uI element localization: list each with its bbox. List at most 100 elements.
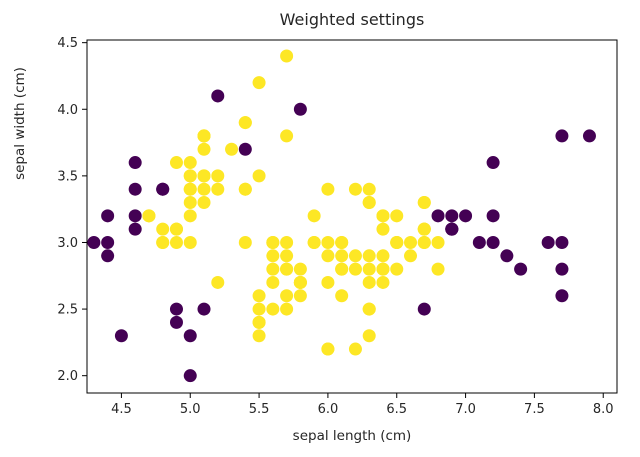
- data-point-class-0-purple: [514, 262, 528, 276]
- data-point-class-1-yellow: [293, 275, 307, 289]
- data-point-class-1-yellow: [142, 209, 156, 223]
- data-point-class-0-purple: [101, 249, 115, 263]
- data-point-class-1-yellow: [321, 235, 335, 249]
- data-point-class-0-purple: [445, 222, 459, 236]
- data-point-class-0-purple: [183, 329, 197, 343]
- data-point-class-1-yellow: [362, 302, 376, 316]
- data-point-class-1-yellow: [183, 196, 197, 210]
- data-point-class-1-yellow: [431, 262, 445, 276]
- data-point-class-0-purple: [169, 302, 183, 316]
- data-point-class-0-purple: [128, 209, 142, 223]
- data-point-class-1-yellow: [238, 235, 252, 249]
- data-point-class-1-yellow: [404, 235, 418, 249]
- data-point-class-1-yellow: [321, 342, 335, 356]
- data-point-class-1-yellow: [321, 275, 335, 289]
- data-point-class-0-purple: [472, 235, 486, 249]
- y-tick-label: 3.0: [57, 236, 78, 251]
- data-point-class-0-purple: [417, 302, 431, 316]
- data-point-class-0-purple: [459, 209, 473, 223]
- data-point-class-0-purple: [128, 222, 142, 236]
- data-point-class-1-yellow: [252, 76, 266, 90]
- data-point-class-0-purple: [486, 156, 500, 170]
- axes-spines: [86, 39, 618, 394]
- data-point-class-0-purple: [445, 209, 459, 223]
- data-point-class-1-yellow: [293, 262, 307, 276]
- x-tick-label: 6.5: [386, 402, 407, 417]
- y-axis-label: sepal width (cm): [12, 67, 28, 180]
- data-point-class-1-yellow: [252, 289, 266, 303]
- data-point-class-1-yellow: [252, 315, 266, 329]
- data-point-class-1-yellow: [252, 302, 266, 316]
- x-tick-label: 7.0: [455, 402, 476, 417]
- data-point-class-0-purple: [500, 249, 514, 263]
- data-point-class-1-yellow: [280, 235, 294, 249]
- data-point-class-1-yellow: [197, 129, 211, 143]
- data-point-class-0-purple: [211, 89, 225, 103]
- data-point-class-1-yellow: [417, 235, 431, 249]
- data-point-class-0-purple: [555, 262, 569, 276]
- data-point-class-0-purple: [128, 182, 142, 196]
- data-point-class-1-yellow: [156, 235, 170, 249]
- data-point-class-0-purple: [486, 235, 500, 249]
- data-point-class-1-yellow: [280, 302, 294, 316]
- data-point-class-1-yellow: [348, 342, 362, 356]
- data-point-class-1-yellow: [252, 329, 266, 343]
- data-point-class-1-yellow: [266, 262, 280, 276]
- data-point-class-1-yellow: [362, 196, 376, 210]
- data-point-class-1-yellow: [169, 235, 183, 249]
- data-point-class-1-yellow: [348, 249, 362, 263]
- data-point-class-0-purple: [156, 182, 170, 196]
- data-point-class-1-yellow: [417, 196, 431, 210]
- data-point-class-1-yellow: [238, 182, 252, 196]
- data-point-class-1-yellow: [390, 262, 404, 276]
- data-point-class-0-purple: [183, 369, 197, 383]
- data-point-class-0-purple: [101, 209, 115, 223]
- data-point-class-1-yellow: [183, 156, 197, 170]
- data-point-class-0-purple: [114, 329, 128, 343]
- data-point-class-1-yellow: [169, 156, 183, 170]
- data-point-class-0-purple: [555, 289, 569, 303]
- data-point-class-0-purple: [555, 129, 569, 143]
- data-point-class-1-yellow: [362, 249, 376, 263]
- data-point-class-1-yellow: [376, 249, 390, 263]
- data-point-class-1-yellow: [238, 116, 252, 130]
- data-point-class-1-yellow: [280, 49, 294, 63]
- data-point-class-1-yellow: [362, 182, 376, 196]
- data-point-class-1-yellow: [390, 235, 404, 249]
- x-tick-label: 5.5: [249, 402, 270, 417]
- data-point-class-1-yellow: [417, 222, 431, 236]
- data-point-class-1-yellow: [211, 182, 225, 196]
- data-point-class-0-purple: [197, 302, 211, 316]
- data-point-class-0-purple: [87, 235, 101, 249]
- data-point-class-1-yellow: [280, 249, 294, 263]
- data-point-class-1-yellow: [266, 302, 280, 316]
- data-point-class-1-yellow: [211, 275, 225, 289]
- data-point-class-0-purple: [541, 235, 555, 249]
- data-point-class-1-yellow: [156, 222, 170, 236]
- data-point-class-1-yellow: [335, 249, 349, 263]
- data-point-class-1-yellow: [376, 275, 390, 289]
- x-tick-label: 5.0: [180, 402, 201, 417]
- data-point-class-1-yellow: [197, 196, 211, 210]
- data-point-class-0-purple: [431, 209, 445, 223]
- data-point-class-0-purple: [101, 235, 115, 249]
- x-tick-label: 6.0: [318, 402, 339, 417]
- x-axis-label: sepal length (cm): [292, 428, 412, 444]
- data-point-class-1-yellow: [252, 169, 266, 183]
- data-point-class-1-yellow: [197, 182, 211, 196]
- data-point-class-1-yellow: [266, 235, 280, 249]
- data-point-class-1-yellow: [431, 235, 445, 249]
- data-point-class-1-yellow: [307, 209, 321, 223]
- y-tick-label: 2.0: [57, 369, 78, 384]
- data-point-class-1-yellow: [280, 129, 294, 143]
- y-tick-label: 2.5: [57, 303, 78, 318]
- data-point-class-1-yellow: [348, 182, 362, 196]
- y-tick-label: 4.5: [57, 36, 78, 51]
- data-point-class-1-yellow: [376, 262, 390, 276]
- data-point-class-1-yellow: [266, 275, 280, 289]
- data-point-class-1-yellow: [321, 182, 335, 196]
- data-point-class-1-yellow: [266, 249, 280, 263]
- data-point-class-1-yellow: [335, 289, 349, 303]
- data-point-class-1-yellow: [183, 169, 197, 183]
